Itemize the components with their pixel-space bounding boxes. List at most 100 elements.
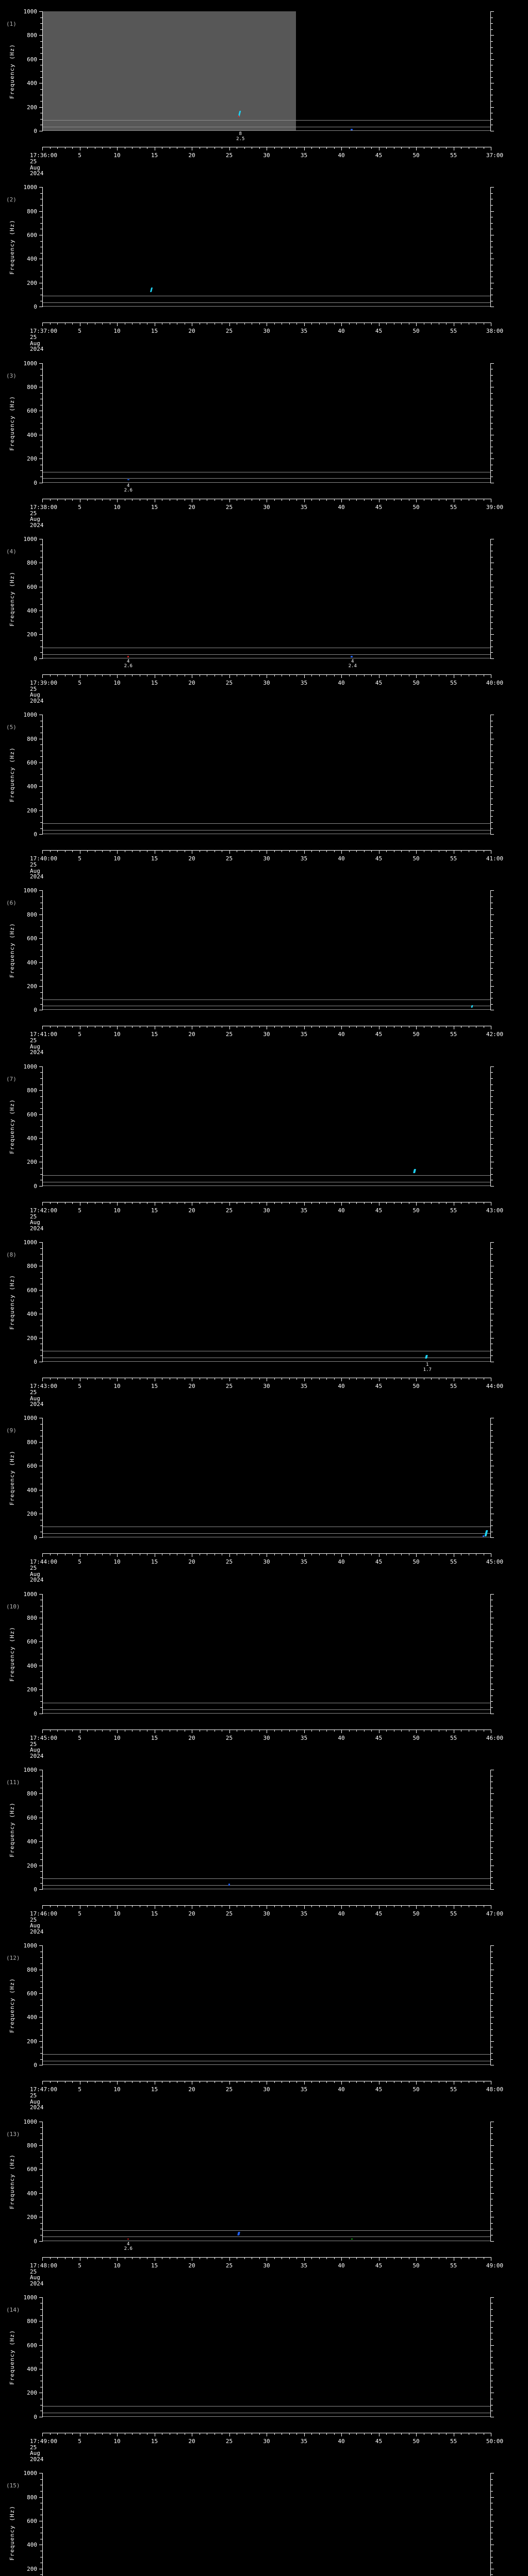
time-tick-label: 20 xyxy=(188,679,195,686)
time-tick-major xyxy=(42,2432,43,2436)
right-axis-tick-major xyxy=(491,1185,494,1187)
reference-line xyxy=(42,654,491,655)
time-tick-label: 40 xyxy=(338,503,345,511)
time-tick-label: 5 xyxy=(78,1207,81,1214)
time-tick-minor xyxy=(244,1729,245,1732)
y-axis-tick-minor xyxy=(40,1308,42,1309)
y-axis-tick-minor xyxy=(40,792,42,793)
time-tick-label: 15 xyxy=(151,1207,158,1214)
y-axis-tick-label: 400 xyxy=(27,2190,37,2197)
time-tick-label: 45 xyxy=(375,328,383,335)
plot-area xyxy=(42,1769,491,1889)
time-tick-label: 20 xyxy=(188,1383,195,1390)
y-axis-tick-label: 200 xyxy=(27,104,37,111)
y-axis-tick-major xyxy=(39,1945,42,1946)
time-tick-minor xyxy=(57,498,58,501)
time-tick-minor xyxy=(259,147,260,149)
time-tick-minor xyxy=(296,1378,297,1380)
time-tick-label: 30 xyxy=(263,1383,270,1390)
plot-clip xyxy=(42,1594,491,1714)
y-axis-tick-minor xyxy=(40,2509,42,2510)
y-axis-tick-minor xyxy=(40,1272,42,1273)
time-tick-label: 50 xyxy=(412,2262,420,2269)
right-axis-tick-minor xyxy=(491,1853,493,1854)
time-tick-minor xyxy=(72,674,73,676)
time-tick-minor xyxy=(446,498,447,501)
time-tick-major xyxy=(229,1729,230,1733)
y-axis-tick-label: 800 xyxy=(27,1966,37,1973)
time-tick-label: 50 xyxy=(412,1207,420,1214)
right-axis-tick-minor xyxy=(491,828,493,829)
time-tick-label: 35 xyxy=(300,328,308,335)
right-axis-spine xyxy=(490,1242,491,1363)
time-tick-major xyxy=(378,2081,380,2085)
y-axis-tick-minor xyxy=(40,2327,42,2328)
right-axis-tick-minor xyxy=(491,1811,493,1812)
plot-clip xyxy=(42,187,491,307)
y-axis-tick-label: 600 xyxy=(27,1463,37,1470)
time-tick-major xyxy=(341,2432,342,2436)
right-axis-tick-minor xyxy=(491,804,493,805)
time-tick-minor xyxy=(446,323,447,325)
time-tick-minor xyxy=(72,2257,73,2259)
time-tick-minor xyxy=(87,1553,88,1556)
time-tick-minor xyxy=(259,1026,260,1028)
y-axis-title: Frequency (Hz) xyxy=(8,2473,15,2576)
time-tick-label: 40 xyxy=(338,1383,345,1390)
date-stamp: 25 Aug 2024 xyxy=(30,1389,44,1408)
time-tick-minor xyxy=(274,2081,275,2083)
time-tick-label: 40 xyxy=(338,1734,345,1741)
y-axis-tick-minor xyxy=(40,744,42,745)
panel-number: (3) xyxy=(6,372,16,379)
time-tick-label: 10 xyxy=(113,1031,121,1038)
panel-number: (14) xyxy=(6,2306,20,2313)
time-tick-minor xyxy=(57,2432,58,2435)
time-tick-label: 25 xyxy=(225,2262,233,2269)
time-tick-label: 40 xyxy=(338,2086,345,2093)
y-axis-tick-label: 800 xyxy=(27,1263,37,1270)
time-tick-label: 25 xyxy=(225,1910,233,1917)
time-tick-label: 55 xyxy=(450,2437,457,2445)
time-tick-minor xyxy=(50,2081,51,2083)
time-tick-label: 45 xyxy=(375,152,383,159)
y-axis-tick-minor xyxy=(40,1084,42,1085)
time-tick-minor xyxy=(386,2081,387,2083)
time-tick-minor xyxy=(446,1905,447,1907)
time-tick-minor xyxy=(244,2081,245,2083)
y-axis-tick-minor xyxy=(40,774,42,775)
right-axis-tick-major xyxy=(491,2345,494,2346)
y-axis-tick-major xyxy=(39,1185,42,1187)
time-tick-major xyxy=(229,323,230,327)
time-tick-minor xyxy=(334,147,335,149)
y-axis-tick-label: 400 xyxy=(27,1134,37,1142)
y-axis-tick-major xyxy=(39,834,42,835)
y-axis-tick-label: 200 xyxy=(27,1510,37,1517)
time-tick-major xyxy=(304,1905,305,1909)
y-axis-tick-minor xyxy=(40,1957,42,1958)
time-tick-minor xyxy=(334,2257,335,2259)
time-tick-label: 25 xyxy=(225,1734,233,1741)
spectrogram-panel: (6) Frequency (Hz) 0 200 400 600 800 1000 5 10 15 2… xyxy=(0,879,528,1055)
y-axis-tick-minor xyxy=(40,1248,42,1249)
time-tick-minor xyxy=(349,1026,350,1028)
y-axis-tick-major xyxy=(39,2497,42,2498)
y-axis-tick-minor xyxy=(40,1877,42,1878)
y-axis-tick-minor xyxy=(40,1144,42,1145)
y-axis-tick-label: 600 xyxy=(27,935,37,942)
right-axis-tick-minor xyxy=(491,1430,493,1431)
y-axis-tick-label: 600 xyxy=(27,1111,37,1118)
right-axis-spine xyxy=(490,715,491,835)
time-tick-label: 35 xyxy=(300,1734,308,1741)
time-tick-major xyxy=(378,674,380,678)
time-tick-label: 35 xyxy=(300,1910,308,1917)
y-axis-tick-major xyxy=(39,2017,42,2018)
time-tick-major xyxy=(304,2432,305,2436)
right-axis-tick-minor xyxy=(491,1260,493,1261)
y-axis-tick-label: 600 xyxy=(27,583,37,590)
time-tick-minor xyxy=(214,2081,215,2083)
right-axis-tick-minor xyxy=(491,1248,493,1249)
time-axis-start-label: 17:39:00 xyxy=(30,679,57,686)
reference-line xyxy=(42,2230,491,2231)
time-tick-minor xyxy=(50,1905,51,1907)
y-axis-title: Frequency (Hz) xyxy=(8,363,15,483)
